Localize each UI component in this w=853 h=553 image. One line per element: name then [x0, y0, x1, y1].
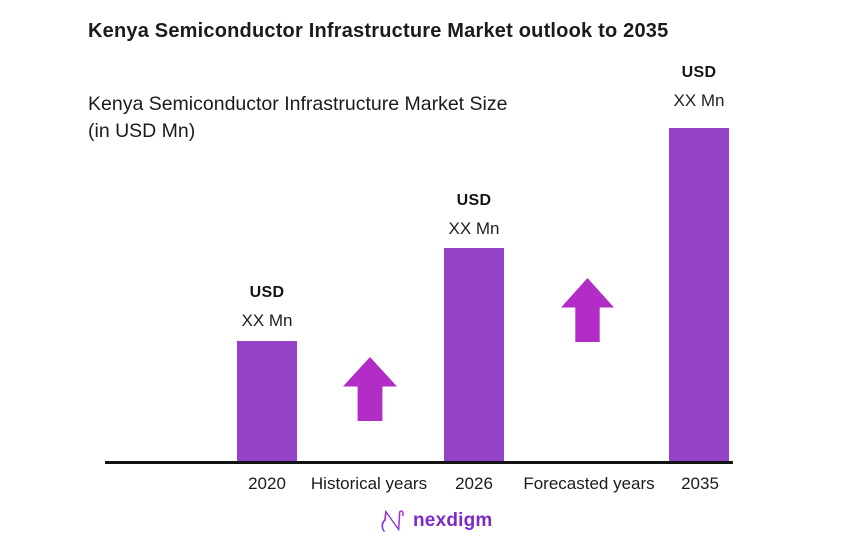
- x-axis-label-historical-years: Historical years: [310, 474, 428, 493]
- bar-value-currency: USD: [681, 64, 717, 81]
- growth-up-arrow-icon: [561, 278, 614, 342]
- x-axis-label-forecasted-years: Forecasted years: [523, 474, 655, 493]
- bar-2026: [444, 248, 504, 461]
- nexdigm-logo: nexdigm: [380, 507, 493, 535]
- bar-value-currency: USD: [249, 284, 285, 301]
- growth-up-arrow-icon: [343, 357, 397, 421]
- bar-value-label-2035: USD XX Mn: [639, 64, 759, 111]
- chart-subtitle: Kenya Semiconductor Infrastructure Marke…: [88, 91, 507, 146]
- chart-subtitle-line2: (in USD Mn): [88, 120, 196, 143]
- x-axis-label-2026: 2026: [455, 474, 493, 493]
- bar-value-label-2020: USD XX Mn: [207, 284, 327, 331]
- nexdigm-logo-icon: [381, 509, 404, 532]
- x-axis-line: [105, 461, 733, 464]
- x-axis-label-2020: 2020: [248, 474, 286, 493]
- bar-value-amount: XX Mn: [673, 91, 725, 110]
- bar-value-label-2026: USD XX Mn: [414, 192, 534, 239]
- bar-2020: [237, 341, 297, 461]
- bar-2035: [669, 128, 729, 461]
- nexdigm-wordmark: nexdigm: [413, 510, 493, 531]
- chart-subtitle-line1: Kenya Semiconductor Infrastructure Marke…: [88, 93, 508, 115]
- bar-value-currency: USD: [456, 192, 492, 209]
- bar-value-amount: XX Mn: [241, 311, 293, 330]
- x-axis-label-2035: 2035: [681, 474, 719, 493]
- page-title: Kenya Semiconductor Infrastructure Marke…: [88, 20, 669, 42]
- bar-value-amount: XX Mn: [448, 219, 500, 238]
